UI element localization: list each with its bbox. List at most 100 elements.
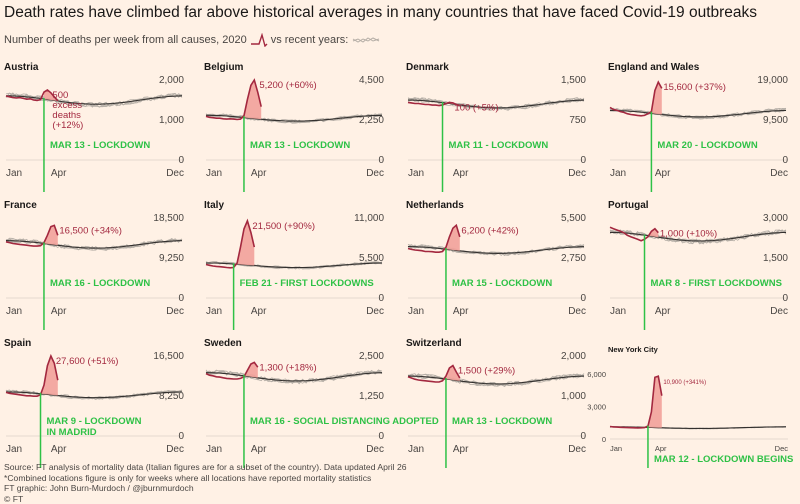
y-tick-label: 0 (782, 155, 788, 166)
lockdown-label: MAR 16 - LOCKDOWN (50, 278, 150, 289)
x-tick-label: Jan (610, 306, 626, 317)
y-tick-label: 2,000 (159, 75, 184, 86)
y-tick-label: 4,500 (359, 75, 384, 86)
x-tick-label: Jan (6, 306, 22, 317)
y-tick-label: 1,250 (359, 391, 384, 402)
y-tick-label: 1,000 (159, 115, 184, 126)
panel-chart: England and Wales 19,000 9,500 0 MAR 20 - LO… (606, 58, 792, 198)
panel-title: Switzerland (406, 338, 462, 349)
panel-title: Portugal (608, 200, 649, 211)
y-tick-label: 0 (580, 155, 586, 166)
footer: Source: FT analysis of mortality data (I… (4, 462, 407, 504)
history-line (6, 94, 182, 107)
panel-title: Sweden (204, 338, 242, 349)
x-tick-label: Dec (166, 168, 184, 179)
y-tick-label: 0 (580, 293, 586, 304)
y-tick-label: 11,000 (354, 213, 384, 224)
y-tick-label: 16,500 (153, 351, 184, 362)
y-tick-label: 750 (569, 115, 586, 126)
x-tick-label: Jan (610, 444, 622, 453)
excess-annotation: 1,300 (+18%) (259, 362, 316, 373)
y-tick-label: 9,500 (763, 115, 788, 126)
x-tick-label: Apr (655, 168, 671, 179)
lockdown-label: MAR 20 - LOCKDOWN (657, 140, 757, 151)
y-tick-label: 18,500 (153, 213, 184, 224)
x-tick-label: Dec (568, 168, 586, 179)
panel-title: Denmark (406, 62, 449, 73)
y-tick-label: 0 (602, 435, 606, 444)
excess-annotation: 100 (+5%) (454, 102, 498, 113)
lockdown-label: FEB 21 - FIRST LOCKDOWNS (240, 278, 374, 289)
x-tick-label: Jan (206, 444, 222, 455)
panel-title: Netherlands (406, 200, 464, 211)
lockdown-label: MAR 13 - LOCKDOWN (452, 416, 552, 427)
x-tick-label: Dec (166, 444, 184, 455)
panel-title: England and Wales (608, 62, 700, 73)
excess-annotation: (+12%) (52, 120, 83, 131)
excess-annotation: 6,200 (+42%) (461, 225, 518, 236)
y-tick-label: 0 (378, 431, 384, 442)
excess-annotation: 15,600 (+37%) (663, 82, 726, 93)
y-tick-label: 0 (178, 431, 184, 442)
copyright: © FT (4, 494, 407, 504)
legend-suffix: vs recent years: (271, 34, 349, 46)
x-tick-label: Jan (206, 306, 222, 317)
x-tick-label: Dec (366, 306, 384, 317)
excess-annotation: 27,600 (+51%) (56, 356, 119, 367)
x-tick-label: Jan (6, 444, 22, 455)
y-tick-label: 19,000 (757, 75, 788, 86)
lockdown-label: MAR 9 - LOCKDOWN (47, 416, 142, 427)
panel-england-and-wales: England and Wales 19,000 9,500 0 MAR 20 - LO… (606, 58, 792, 203)
lockdown-label: MAR 15 - LOCKDOWN (452, 278, 552, 289)
x-tick-label: Apr (655, 444, 667, 453)
y-tick-label: 0 (378, 155, 384, 166)
lockdown-label: MAR 12 - LOCKDOWN BEGINS (654, 454, 793, 465)
x-tick-label: Jan (6, 168, 22, 179)
y-tick-label: 0 (178, 293, 184, 304)
panel-title: Belgium (204, 62, 244, 73)
y-tick-label: 2,000 (561, 351, 586, 362)
y-tick-label: 2,500 (359, 351, 384, 362)
lockdown-label: MAR 13 - LOCKDOWN (50, 140, 150, 151)
panel-title: New York City (608, 345, 659, 354)
excess-annotation: 1,000 (+10%) (660, 229, 717, 240)
x-tick-label: Dec (568, 306, 586, 317)
lockdown-label: IN MADRID (47, 427, 97, 438)
legend-prefix: Number of deaths per week from all cause… (4, 34, 219, 46)
y-tick-label: 0 (782, 293, 788, 304)
x-tick-label: Dec (366, 444, 384, 455)
x-tick-label: Apr (251, 306, 267, 317)
legend-year-label: 2020 (222, 34, 246, 46)
y-tick-label: 5,500 (561, 213, 586, 224)
excess-annotation: 5,200 (+60%) (259, 80, 316, 91)
excess-annotation: 16,500 (+34%) (59, 225, 122, 236)
panel-title: Italy (204, 200, 224, 211)
x-tick-label: Dec (166, 306, 184, 317)
legend: Number of deaths per week from all cause… (4, 33, 384, 47)
y-tick-label: 3,000 (587, 403, 606, 412)
y-tick-label: 0 (378, 293, 384, 304)
chart-title: Death rates have climbed far above histo… (4, 4, 757, 22)
y-tick-label: 6,000 (587, 370, 606, 379)
x-tick-label: Apr (453, 444, 469, 455)
lockdown-label: MAR 13 - LOCKDOWN (250, 140, 350, 151)
y-tick-label: 0 (178, 155, 184, 166)
x-tick-label: Apr (251, 444, 267, 455)
x-tick-label: Apr (655, 306, 671, 317)
x-tick-label: Dec (770, 306, 788, 317)
x-tick-label: Apr (453, 306, 469, 317)
